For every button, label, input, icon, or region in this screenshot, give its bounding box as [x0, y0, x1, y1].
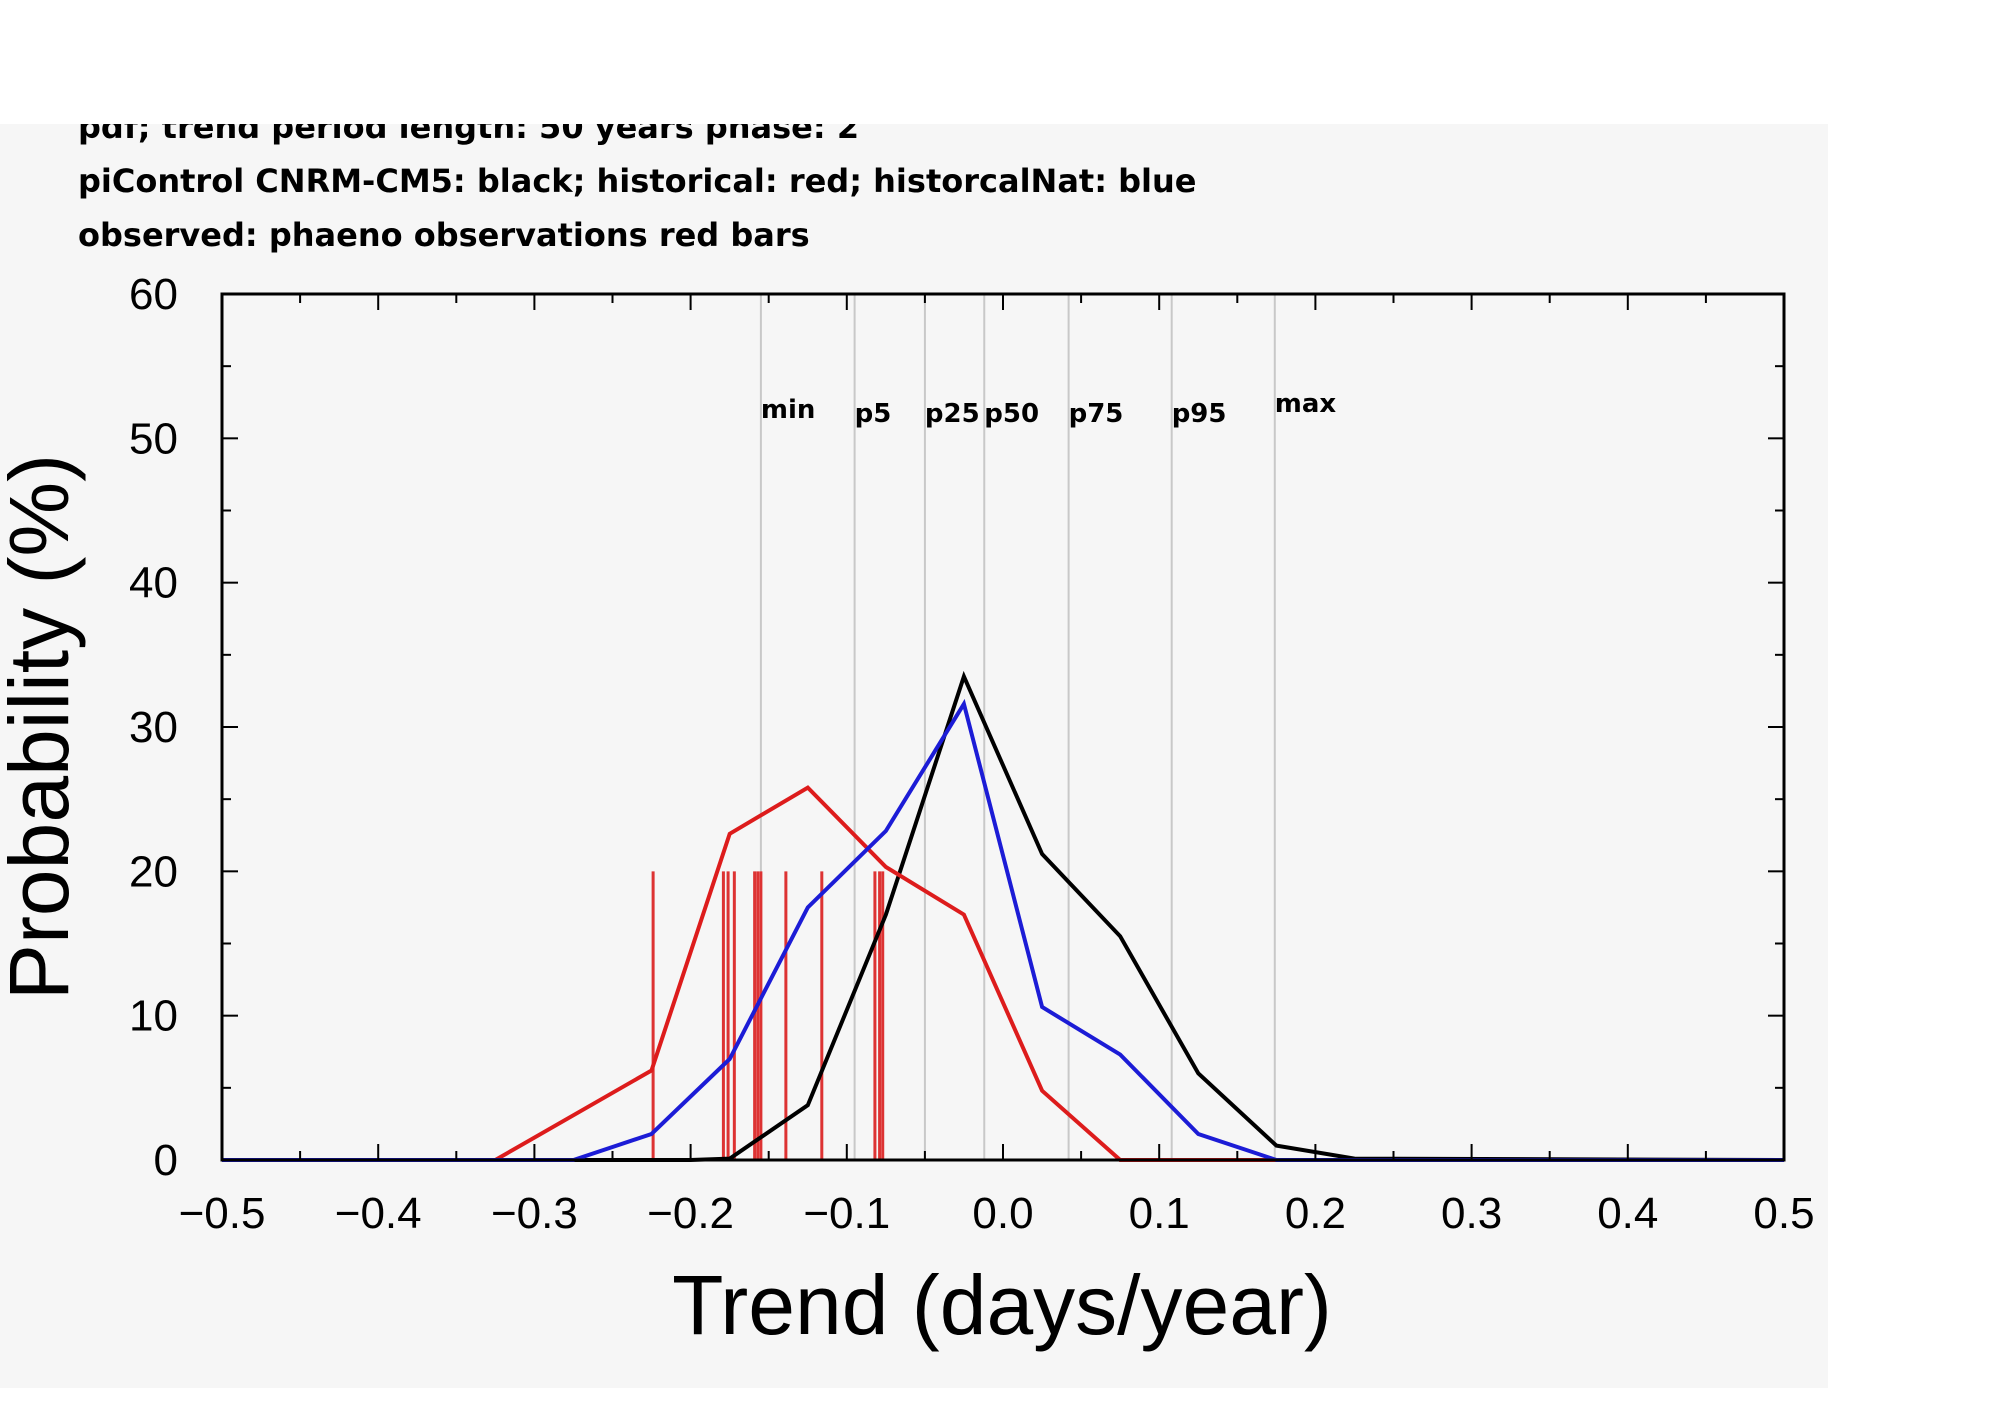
- x-tick-label: 0.2: [1285, 1189, 1346, 1238]
- x-tick-label: −0.4: [335, 1189, 422, 1238]
- percentile-label-min: min: [761, 395, 816, 425]
- y-tick-label: 50: [129, 414, 178, 463]
- series-line-0: [222, 670, 1785, 1162]
- x-tick-label: −0.1: [803, 1189, 890, 1238]
- percentile-label-p50: p50: [984, 399, 1039, 429]
- series-line-2: [222, 698, 1784, 1162]
- chart-svg: pdf; trend period length: 50 years phase…: [0, 124, 1815, 1352]
- x-tick-label: −0.3: [491, 1189, 578, 1238]
- x-tick-label: 0.4: [1597, 1189, 1658, 1238]
- chart-figure: pdf; trend period length: 50 years phase…: [0, 124, 1828, 1388]
- percentile-label-p75: p75: [1069, 399, 1124, 429]
- y-tick-label: 0: [154, 1136, 178, 1185]
- series-lines: [222, 670, 1785, 1162]
- percentile-label-max: max: [1275, 389, 1337, 419]
- x-tick-label: 0.1: [1129, 1189, 1190, 1238]
- header-line-2: piControl CNRM-CM5: black; historical: r…: [78, 162, 1197, 200]
- y-tick-label: 20: [129, 847, 178, 896]
- y-tick-label: 60: [129, 270, 178, 319]
- x-tick-label: 0.5: [1753, 1189, 1814, 1238]
- y-axis-title: Probability (%): [0, 454, 86, 1000]
- x-axis-title: Trend (days/year): [672, 1258, 1332, 1352]
- header-line-1: pdf; trend period length: 50 years phase…: [78, 124, 859, 146]
- axis-tick-labels: −0.5 −0.4 −0.3 −0.2 −0.1 0.0 0.1 0.2 0.3 0.4 0.5 0 1…: [129, 270, 1815, 1238]
- y-tick-label: 30: [129, 703, 178, 752]
- observation-bars: [651, 871, 885, 1160]
- percentile-lines: min p5 p25 p50 p75 p95 max: [759, 294, 1337, 1160]
- series-line-1: [222, 785, 1784, 1162]
- percentile-label-p95: p95: [1172, 399, 1227, 429]
- axis-ticks: [221, 293, 1785, 1161]
- percentile-label-p25: p25: [925, 399, 980, 429]
- x-tick-label: −0.2: [647, 1189, 734, 1238]
- x-tick-label: 0.0: [972, 1189, 1033, 1238]
- x-tick-label: 0.3: [1441, 1189, 1502, 1238]
- y-tick-label: 10: [129, 992, 178, 1041]
- header-line-3: observed: phaeno observations red bars: [78, 216, 810, 254]
- percentile-label-p5: p5: [855, 399, 892, 429]
- y-tick-label: 40: [129, 559, 178, 608]
- x-tick-label: −0.5: [179, 1189, 266, 1238]
